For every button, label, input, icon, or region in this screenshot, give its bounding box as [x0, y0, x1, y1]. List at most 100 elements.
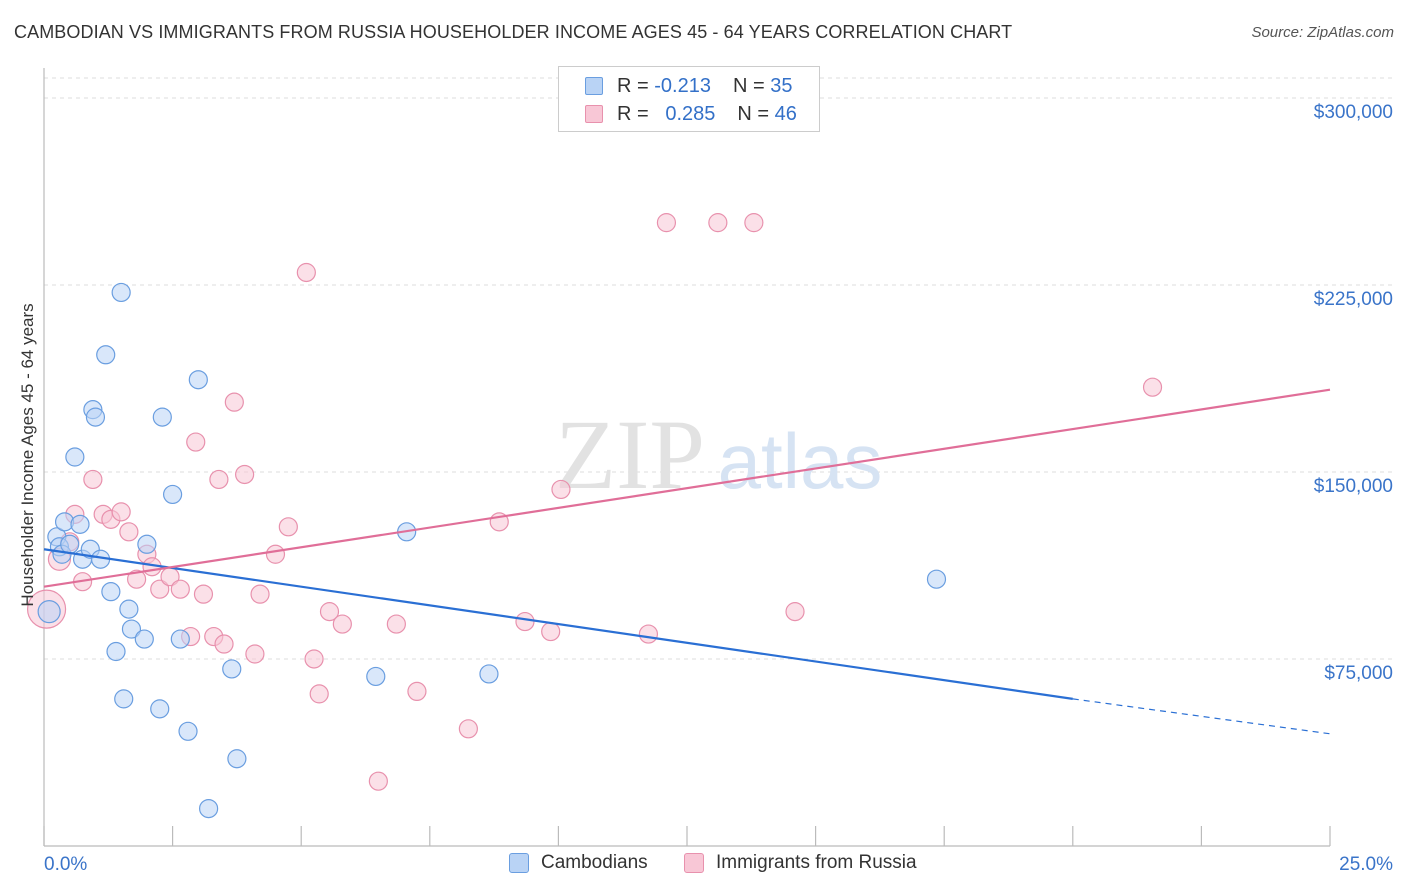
data-point-cambodians — [119, 599, 139, 619]
data-point-russia — [170, 579, 190, 599]
data-point-russia — [638, 624, 659, 644]
data-point-russia — [119, 522, 139, 542]
watermark: ZIP atlas — [555, 399, 882, 510]
data-point-russia — [708, 213, 728, 233]
y-tick-label: $225,000 — [1314, 289, 1393, 310]
data-point-russia — [368, 771, 388, 791]
axes-layer — [43, 68, 1331, 847]
y-tick-label: $150,000 — [1314, 476, 1393, 497]
legend-r-label: R = — [617, 102, 649, 125]
data-point-russia — [150, 579, 170, 599]
data-point-cambodians — [199, 798, 219, 819]
legend-n-label: N = — [737, 102, 770, 125]
data-point-russia — [309, 684, 329, 704]
data-point-cambodians — [106, 641, 126, 662]
data-point-cambodians — [111, 282, 131, 303]
data-point-cambodians — [170, 629, 190, 649]
data-point-cambodians — [178, 721, 198, 741]
data-point-russia — [541, 621, 561, 642]
data-point-russia — [245, 644, 265, 664]
data-point-russia — [224, 392, 244, 412]
data-point-russia — [250, 584, 270, 604]
data-point-russia — [386, 614, 406, 634]
trend-lines — [43, 388, 1331, 735]
legend-r-label: R = — [617, 74, 649, 97]
data-point-cambodians — [222, 659, 242, 679]
y-axis-label: Householder Income Ages 45 - 64 years — [18, 303, 37, 607]
legend-n-value-cambodians: 35 — [770, 74, 793, 97]
data-point-cambodians — [137, 534, 157, 554]
data-point-russia — [278, 517, 298, 537]
grid-layer — [44, 77, 1392, 660]
data-point-cambodians — [134, 629, 154, 649]
data-point-cambodians — [188, 370, 208, 390]
legend-r-value-russia: 0.285 — [665, 102, 716, 125]
data-point-russia — [1142, 377, 1163, 397]
data-point-russia — [265, 544, 286, 564]
data-point-cambodians — [114, 689, 134, 709]
data-point-russia — [304, 649, 324, 669]
watermark-zip: ZIP — [555, 399, 705, 510]
data-point-cambodians — [163, 484, 183, 505]
x-tick-label: 25.0% — [1339, 854, 1393, 875]
data-point-cambodians — [152, 407, 172, 427]
data-point-russia — [296, 262, 316, 283]
data-point-russia — [656, 213, 677, 233]
data-point-russia — [785, 602, 805, 622]
legend-swatch-russia — [684, 853, 704, 873]
chart-title: CAMBODIAN VS IMMIGRANTS FROM RUSSIA HOUS… — [14, 22, 1013, 42]
series-legend: Cambodians Immigrants from Russia — [0, 852, 1406, 878]
data-point-cambodians — [121, 619, 142, 639]
legend-n-value-russia: 46 — [774, 102, 797, 125]
legend-item-cambodians[interactable]: Cambodians — [509, 852, 648, 874]
data-point-russia — [83, 469, 103, 490]
data-point-cambodians — [70, 514, 90, 534]
data-point-russia — [515, 611, 535, 632]
y-tick-label: $300,000 — [1314, 102, 1393, 123]
data-point-cambodians — [150, 699, 170, 719]
series-cambodians-points — [37, 282, 947, 819]
data-point-russia — [209, 469, 229, 490]
data-point-cambodians — [85, 407, 106, 427]
legend-label-russia: Immigrants from Russia — [716, 852, 917, 873]
data-point-cambodians — [479, 664, 499, 684]
data-point-russia — [319, 602, 340, 622]
data-point-cambodians — [366, 666, 386, 687]
data-point-russia — [214, 634, 234, 654]
legend-n-label: N = — [732, 74, 765, 97]
data-point-russia — [551, 479, 571, 500]
data-point-russia — [111, 502, 131, 522]
trend-line-cambodians-extension — [1072, 698, 1331, 735]
data-point-cambodians — [926, 569, 947, 589]
data-point-cambodians — [227, 749, 247, 769]
data-point-russia — [744, 213, 764, 233]
tick-labels: $75,000 $150,000 $225,000 $300,000 0.0% 25.0% — [44, 102, 1393, 875]
data-point-russia — [235, 464, 255, 485]
data-point-russia — [126, 569, 147, 589]
source-label: Source: ZipAtlas.com — [1251, 24, 1394, 41]
watermark-atlas: atlas — [718, 417, 883, 505]
data-point-cambodians — [96, 345, 116, 365]
data-point-russia — [332, 614, 352, 634]
data-point-cambodians — [37, 600, 61, 624]
legend-row-cambodians: R = -0.213 N = 35 — [585, 73, 792, 99]
legend-swatch-russia — [585, 105, 603, 123]
y-tick-label: $75,000 — [1324, 663, 1393, 684]
legend-r-value-cambodians: -0.213 — [654, 74, 711, 97]
trend-line-cambodians — [43, 548, 1073, 700]
legend-label-cambodians: Cambodians — [541, 852, 648, 873]
trend-line-russia — [43, 388, 1331, 588]
legend-swatch-cambodians — [509, 853, 529, 873]
data-point-russia — [193, 584, 214, 604]
x-tick-label: 0.0% — [44, 854, 87, 875]
legend-row-russia: R = 0.285 N = 46 — [585, 101, 797, 127]
data-point-russia — [458, 719, 478, 739]
legend-item-russia[interactable]: Immigrants from Russia — [684, 852, 917, 874]
data-point-russia — [186, 432, 206, 452]
data-point-cambodians — [60, 534, 80, 554]
data-point-cambodians — [101, 582, 121, 602]
data-point-cambodians — [65, 447, 85, 467]
correlation-legend: R = -0.213 N = 35 R = 0.285 N = 46 — [558, 66, 820, 132]
data-point-russia — [407, 681, 427, 702]
